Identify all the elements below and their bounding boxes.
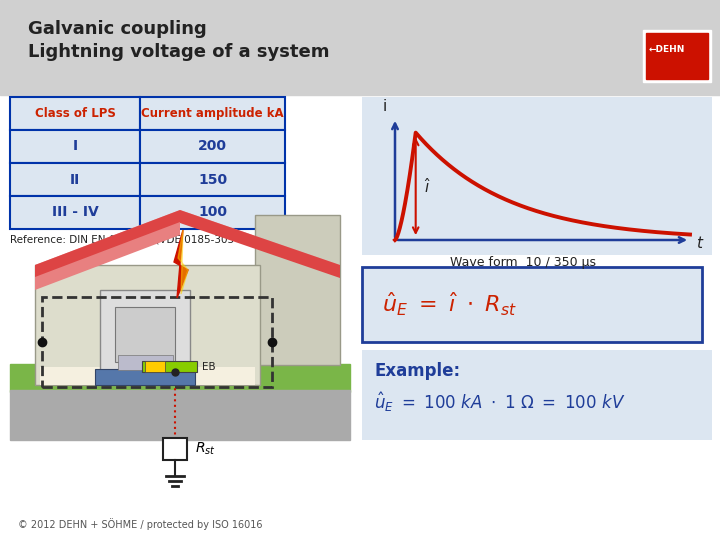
Bar <box>40 367 255 385</box>
Text: $R_{st}$: $R_{st}$ <box>195 441 216 457</box>
Text: 150: 150 <box>198 172 227 186</box>
Bar <box>10 163 140 196</box>
Bar <box>100 290 190 370</box>
Bar <box>118 355 173 370</box>
Bar <box>140 97 285 130</box>
Text: I: I <box>73 139 78 153</box>
Bar <box>145 361 165 372</box>
Bar <box>95 369 195 385</box>
Text: Class of LPS: Class of LPS <box>35 107 115 120</box>
Bar <box>0 0 720 95</box>
Bar <box>643 30 711 82</box>
Text: $\hat{\imath}$: $\hat{\imath}$ <box>423 177 431 196</box>
Bar <box>646 33 708 79</box>
Bar <box>140 130 285 163</box>
Text: Wave form  10 / 350 μs: Wave form 10 / 350 μs <box>450 256 596 269</box>
Bar <box>142 361 197 372</box>
Bar <box>362 97 712 255</box>
Bar <box>10 196 140 229</box>
Text: 100: 100 <box>198 206 227 219</box>
Text: Current amplitude kA: Current amplitude kA <box>141 107 284 120</box>
Polygon shape <box>35 210 340 278</box>
Bar <box>35 265 260 385</box>
Bar <box>10 390 350 440</box>
Polygon shape <box>35 210 340 277</box>
Bar <box>255 215 340 365</box>
Polygon shape <box>174 230 188 298</box>
Text: ←DEHN: ←DEHN <box>649 45 685 55</box>
Text: Example:: Example: <box>374 362 460 380</box>
Text: Reference: DIN EN 62305-1 (VDE 0185-305-1): Reference: DIN EN 62305-1 (VDE 0185-305-… <box>10 235 248 245</box>
Text: EB: EB <box>202 362 215 372</box>
Bar <box>10 97 140 130</box>
Bar <box>140 196 285 229</box>
Bar <box>140 163 285 196</box>
Text: Galvanic coupling: Galvanic coupling <box>28 20 207 38</box>
Text: i: i <box>383 99 387 114</box>
Bar <box>10 364 350 392</box>
Bar <box>10 130 140 163</box>
Bar <box>115 307 175 362</box>
Text: t: t <box>696 237 702 252</box>
Text: 200: 200 <box>198 139 227 153</box>
Text: III - IV: III - IV <box>52 206 99 219</box>
Text: © 2012 DEHN + SÖHME / protected by ISO 16016: © 2012 DEHN + SÖHME / protected by ISO 1… <box>18 518 263 530</box>
Text: Lightning voltage of a system: Lightning voltage of a system <box>28 43 330 61</box>
Text: II: II <box>70 172 80 186</box>
Bar <box>42 297 272 387</box>
Bar <box>362 350 712 440</box>
Polygon shape <box>35 222 180 290</box>
Text: $\hat{u}_E\ =\ 100\ kA\ \cdot\ 1\ \Omega\ =\ 100\ kV$: $\hat{u}_E\ =\ 100\ kA\ \cdot\ 1\ \Omega… <box>374 390 626 414</box>
Text: $\hat{u}_E\ =\ \hat{\imath}\ \cdot\ R_{st}$: $\hat{u}_E\ =\ \hat{\imath}\ \cdot\ R_{s… <box>382 291 517 318</box>
Polygon shape <box>178 230 188 294</box>
Bar <box>362 267 702 342</box>
Bar <box>163 438 187 460</box>
